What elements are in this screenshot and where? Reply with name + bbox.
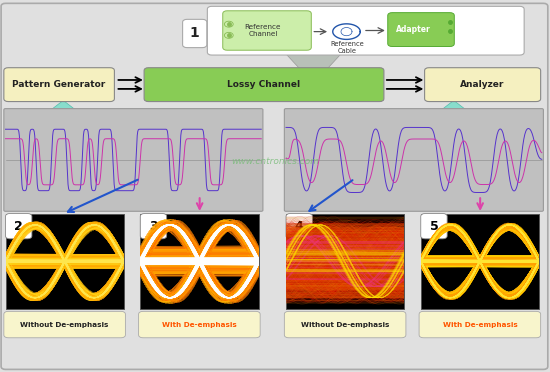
FancyBboxPatch shape — [207, 6, 524, 55]
FancyBboxPatch shape — [4, 311, 125, 338]
FancyBboxPatch shape — [139, 311, 260, 338]
Text: Adapter: Adapter — [396, 25, 431, 34]
Polygon shape — [51, 100, 75, 110]
FancyBboxPatch shape — [425, 68, 541, 102]
FancyBboxPatch shape — [6, 214, 32, 239]
Bar — [6, 214, 124, 309]
Text: 4: 4 — [295, 220, 304, 232]
FancyBboxPatch shape — [284, 109, 543, 211]
Bar — [286, 214, 404, 309]
Bar — [57, 110, 70, 149]
Text: Pattern Generator: Pattern Generator — [13, 80, 106, 89]
FancyBboxPatch shape — [4, 68, 114, 102]
Text: Reference
Channel: Reference Channel — [245, 24, 281, 37]
Text: Analyzer: Analyzer — [460, 80, 505, 89]
Circle shape — [224, 21, 233, 27]
FancyBboxPatch shape — [419, 311, 541, 338]
FancyBboxPatch shape — [140, 214, 167, 239]
Text: www.cntronics.com: www.cntronics.com — [231, 157, 319, 166]
FancyBboxPatch shape — [4, 109, 263, 211]
Bar — [447, 110, 460, 149]
Text: Without De-emphasis: Without De-emphasis — [20, 321, 109, 328]
Circle shape — [224, 32, 233, 38]
Text: 1: 1 — [190, 26, 200, 41]
FancyBboxPatch shape — [286, 214, 312, 239]
Bar — [140, 214, 258, 309]
FancyBboxPatch shape — [388, 13, 454, 46]
Text: 5: 5 — [430, 220, 438, 232]
Polygon shape — [286, 54, 341, 69]
FancyBboxPatch shape — [223, 11, 311, 50]
FancyBboxPatch shape — [183, 19, 207, 48]
Text: With De-emphasis: With De-emphasis — [443, 321, 517, 328]
Bar — [421, 214, 539, 309]
Text: 2: 2 — [14, 220, 23, 232]
Polygon shape — [442, 100, 466, 110]
FancyBboxPatch shape — [1, 3, 548, 369]
FancyBboxPatch shape — [284, 311, 406, 338]
Text: 3: 3 — [149, 220, 158, 232]
Text: Reference
Cable: Reference Cable — [331, 41, 365, 54]
Text: Lossy Channel: Lossy Channel — [228, 80, 300, 89]
Text: With De-emphasis: With De-emphasis — [162, 321, 236, 328]
Text: Without De-emphasis: Without De-emphasis — [301, 321, 389, 328]
FancyBboxPatch shape — [421, 214, 447, 239]
FancyBboxPatch shape — [144, 68, 384, 102]
